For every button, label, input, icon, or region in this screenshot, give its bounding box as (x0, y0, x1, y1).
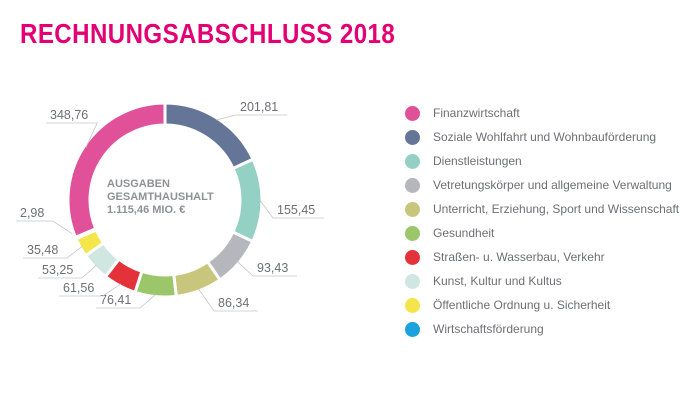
data-label: 201,81 (240, 100, 278, 114)
legend-item: Vetretungskörper und allgemeine Verwaltu… (405, 173, 679, 197)
legend-swatch (405, 321, 420, 337)
leader-line (46, 122, 98, 148)
leader-line (38, 265, 97, 279)
legend-label: Vetretungskörper und allgemeine Verwaltu… (433, 178, 672, 192)
legend-item: Gesundheit (405, 221, 679, 245)
legend-swatch (405, 129, 420, 145)
center-label: AUSGABEN GESAMTHAUSHALT 1.115,46 MIO. € (107, 178, 214, 217)
center-label-line: AUSGABEN (107, 178, 170, 190)
data-label: 155,45 (277, 203, 315, 217)
donut-slice (230, 157, 264, 244)
legend-label: Kunst, Kultur und Kultus (433, 274, 562, 288)
center-label-line: 1.115,46 MIO. € (107, 204, 186, 216)
legend-label: Unterricht, Erziehung, Sport und Wissens… (433, 202, 680, 216)
data-label: 76,41 (100, 293, 131, 307)
leader-line (259, 200, 325, 219)
page-title: RECHNUNGSABSCHLUSS 2018 (20, 18, 396, 49)
center-label-line: GESAMTHAUSHALT (107, 191, 214, 203)
legend-item: Dienstleistungen (405, 149, 679, 173)
legend-swatch (405, 225, 420, 241)
legend-item: Wirtschaftsförderung (405, 317, 679, 341)
data-label: 61,56 (63, 281, 94, 295)
legend-label: Finanzwirtschaft (433, 106, 520, 120)
legend-item: Straßen- u. Wasserbau, Verkehr (405, 245, 679, 269)
data-label: 93,43 (257, 261, 288, 275)
legend-label: Öffentliche Ordnung u. Sicherheit (433, 298, 611, 312)
legend-swatch (405, 105, 420, 121)
legend-swatch (405, 249, 420, 265)
donut-chart: 201,81 155,45 93,43 86,34 76,41 61,56 53,25 35,… (16, 100, 325, 312)
legend: Finanzwirtschaft Soziale Wohlfahrt und Wo… (405, 101, 679, 341)
legend-swatch (405, 273, 420, 289)
legend-label: Dienstleistungen (433, 154, 522, 168)
data-label: 35,48 (27, 243, 58, 257)
leader-line (198, 288, 258, 312)
legend-item: Öffentliche Ordnung u. Sicherheit (405, 293, 679, 317)
legend-swatch (405, 201, 420, 217)
leader-line (16, 220, 78, 238)
legend-item: Finanzwirtschaft (405, 101, 679, 125)
legend-label: Straßen- u. Wasserbau, Verkehr (433, 250, 605, 264)
data-label: 53,25 (42, 263, 73, 277)
legend-item: Unterricht, Erziehung, Sport und Wissens… (405, 197, 679, 221)
legend-item: Kunst, Kultur und Kultus (405, 269, 679, 293)
legend-swatch (405, 177, 420, 193)
leader-line (59, 283, 121, 297)
legend-swatch (405, 297, 420, 313)
leader-line (237, 261, 297, 277)
leader-line (96, 294, 156, 309)
leader-line (23, 246, 83, 259)
data-label: 86,34 (218, 296, 249, 310)
legend-swatch (405, 153, 420, 169)
data-label: 2,98 (20, 206, 44, 220)
legend-label: Gesundheit (433, 226, 495, 240)
legend-label: Wirtschaftsförderung (433, 322, 544, 336)
leader-line (216, 114, 288, 121)
legend-item: Soziale Wohlfahrt und Wohnbauförderung (405, 125, 679, 149)
donut-slice (66, 101, 167, 240)
legend-label: Soziale Wohlfahrt und Wohnbauförderung (433, 130, 657, 144)
data-label: 348,76 (50, 108, 88, 122)
